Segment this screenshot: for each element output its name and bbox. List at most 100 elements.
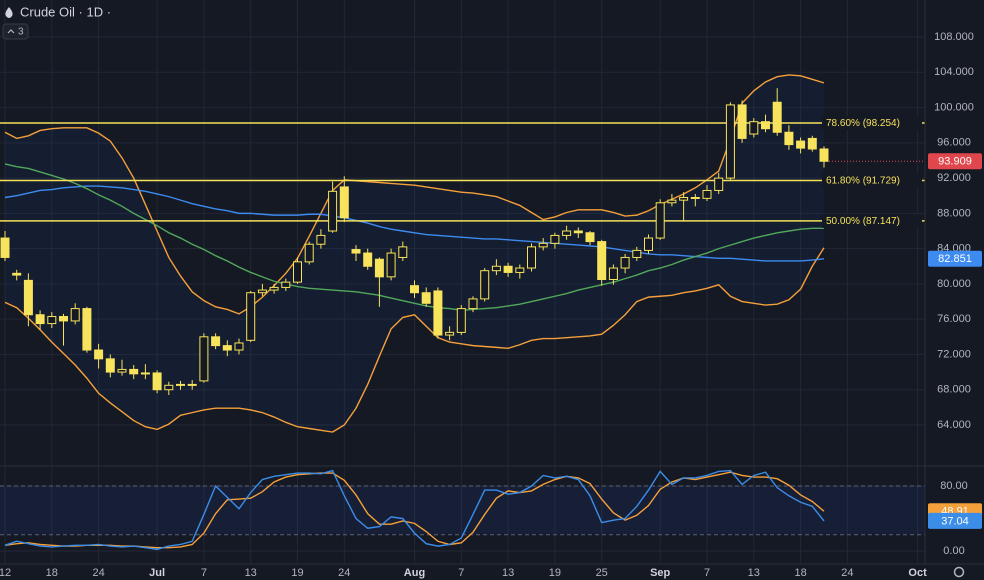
candle-body-down — [12, 272, 22, 276]
fib-label-bg — [822, 173, 922, 188]
y-tick-label: 76.000 — [937, 313, 971, 325]
candle-body-up — [632, 249, 642, 258]
candle-body-down — [410, 285, 419, 294]
x-tick-label: Sep — [650, 567, 670, 579]
candle-body-down — [573, 230, 583, 234]
symbol-icon — [5, 7, 13, 18]
x-tick-label: 7 — [458, 567, 464, 579]
x-tick-label: 19 — [291, 567, 303, 579]
header: Crude Oil · 1D · 3 — [2, 4, 111, 40]
candle-body-down — [82, 308, 92, 351]
y-tick-label: 100.000 — [934, 101, 974, 113]
axes: 12 18 24 Jul 7 13 19 24 Aug 7 13 19 25 Sep 7 13 18 24 Oct 1… — [0, 31, 982, 579]
y-tick-label: 68.000 — [937, 384, 971, 396]
value-label: 82.851 — [938, 253, 972, 265]
candle-body-up — [328, 190, 338, 232]
settings[interactable] — [953, 566, 965, 578]
y-tick-label: 72.000 — [937, 348, 971, 360]
candle-body-up — [527, 246, 536, 269]
candle-body-up — [234, 342, 244, 351]
candle-body-down — [152, 372, 162, 391]
x-tick-label: 12 — [0, 567, 11, 579]
candle-body-down — [339, 186, 349, 219]
indicator-line — [4, 163, 824, 312]
value-label: 93.909 — [938, 156, 972, 168]
fib-label: 50.00% (87.147) — [826, 216, 900, 227]
indicator-line — [4, 185, 825, 262]
candle-body-down — [761, 121, 770, 130]
candle-body-up — [70, 308, 80, 322]
y-tick-label: 0.00 — [943, 545, 964, 557]
plot: 78.60% (98.254) 61.80% (91.729) 50.00% (87… — [0, 74, 925, 551]
x-tick-label: 7 — [704, 567, 710, 579]
x-tick-label: Jul — [149, 567, 165, 579]
indicator-toggle[interactable] — [2, 23, 29, 40]
candle-body-up — [515, 267, 525, 273]
candle-body-down — [433, 290, 443, 336]
y-tick-label: 104.000 — [934, 66, 974, 78]
settings-icon[interactable] — [953, 566, 965, 578]
x-tick-label: 18 — [46, 567, 58, 579]
candle-body-up — [714, 177, 724, 191]
oscillator-band — [0, 486, 925, 535]
candle-body-up — [398, 246, 408, 258]
band-fill — [5, 74, 824, 433]
candle-body-up — [644, 237, 653, 251]
candle-body-down — [421, 292, 431, 304]
candle-body-down — [351, 249, 361, 254]
candle-body-up — [117, 368, 127, 373]
x-tick-label: 24 — [338, 567, 350, 579]
candle-body-down — [597, 241, 607, 280]
candle-body-down — [94, 349, 104, 360]
x-tick-label: 24 — [841, 567, 853, 579]
candle-body-down — [737, 104, 747, 139]
value-label-bg — [928, 250, 982, 267]
hidden-indicator-count: 3 — [18, 27, 24, 38]
candle-body-up — [199, 336, 209, 382]
x-tick-label: 13 — [502, 567, 514, 579]
x-tick-label: 7 — [201, 567, 207, 579]
value-label: 37.04 — [941, 515, 969, 527]
y-tick-label: 80.000 — [937, 278, 971, 290]
indicator-line — [4, 74, 825, 315]
candle-body-up — [140, 372, 150, 375]
oscillator-line — [4, 469, 825, 551]
x-tick-label: 19 — [549, 567, 561, 579]
candle-body-up — [164, 384, 174, 391]
candle-body-up — [304, 243, 314, 263]
y-tick-label: 92.000 — [937, 172, 971, 184]
candle-body-down — [23, 279, 33, 316]
candle-body-up — [550, 234, 560, 244]
y-tick-label: 80.00 — [940, 480, 968, 492]
fib-label: 61.80% (91.729) — [826, 176, 900, 187]
value-label-bg — [928, 153, 982, 170]
x-tick-label: Oct — [908, 567, 927, 579]
candle-body-up — [293, 261, 302, 283]
candle-body-up — [316, 234, 326, 245]
candle-body-up — [702, 189, 712, 199]
candle-body-down — [222, 345, 232, 351]
y-tick-label: 88.000 — [937, 207, 971, 219]
candle-body-down — [690, 196, 700, 199]
x-tick-label: 13 — [245, 567, 257, 579]
x-tick-label: Aug — [404, 567, 425, 579]
x-tick-label: 13 — [748, 567, 760, 579]
candle-body-down — [0, 237, 10, 258]
candle-body-down — [772, 101, 782, 133]
candle-body-down — [105, 358, 115, 373]
candle-body-up — [667, 199, 677, 204]
candle-body-down — [503, 265, 513, 273]
candle-body-down — [59, 316, 68, 322]
candle-body-up — [679, 196, 689, 201]
y-tick-label: 108.000 — [934, 31, 974, 43]
candle-body-up — [608, 267, 618, 280]
value-label-bg — [928, 512, 982, 529]
candle-body-up — [538, 242, 548, 248]
fib-label-bg — [822, 115, 922, 130]
x-tick-label: 24 — [92, 567, 104, 579]
candle-body-up — [725, 104, 735, 179]
candle-body-up — [620, 256, 630, 269]
candle-body-up — [480, 270, 490, 300]
